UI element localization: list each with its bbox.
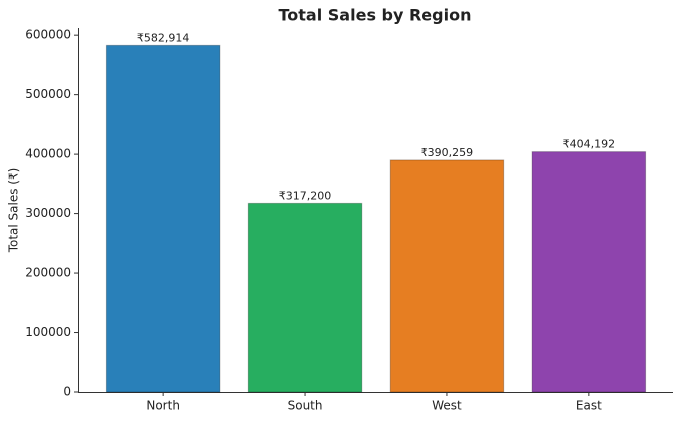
y-axis-label: Total Sales (₹): [7, 168, 21, 254]
bar: [105, 44, 221, 393]
x-tick-label: West: [432, 399, 462, 413]
value-label: ₹404,192: [563, 138, 616, 151]
y-tick-label: 600000: [25, 28, 71, 42]
bar: [389, 159, 505, 393]
bar: [531, 151, 647, 393]
value-label: ₹582,914: [137, 31, 190, 44]
y-tick-label: 400000: [25, 147, 71, 161]
y-tick-label: 300000: [25, 206, 71, 220]
value-label: ₹317,200: [279, 189, 332, 202]
x-tick-label: South: [288, 399, 323, 413]
chart-title: Total Sales by Region: [279, 6, 472, 25]
y-tick-label: 0: [63, 385, 71, 399]
y-tick-label: 200000: [25, 266, 71, 280]
x-tick-label: North: [146, 399, 180, 413]
bar: [247, 202, 363, 393]
y-tick-label: 100000: [25, 325, 71, 339]
x-tick-label: East: [576, 399, 602, 413]
value-label: ₹390,259: [421, 146, 474, 159]
y-tick-label: 500000: [25, 87, 71, 101]
